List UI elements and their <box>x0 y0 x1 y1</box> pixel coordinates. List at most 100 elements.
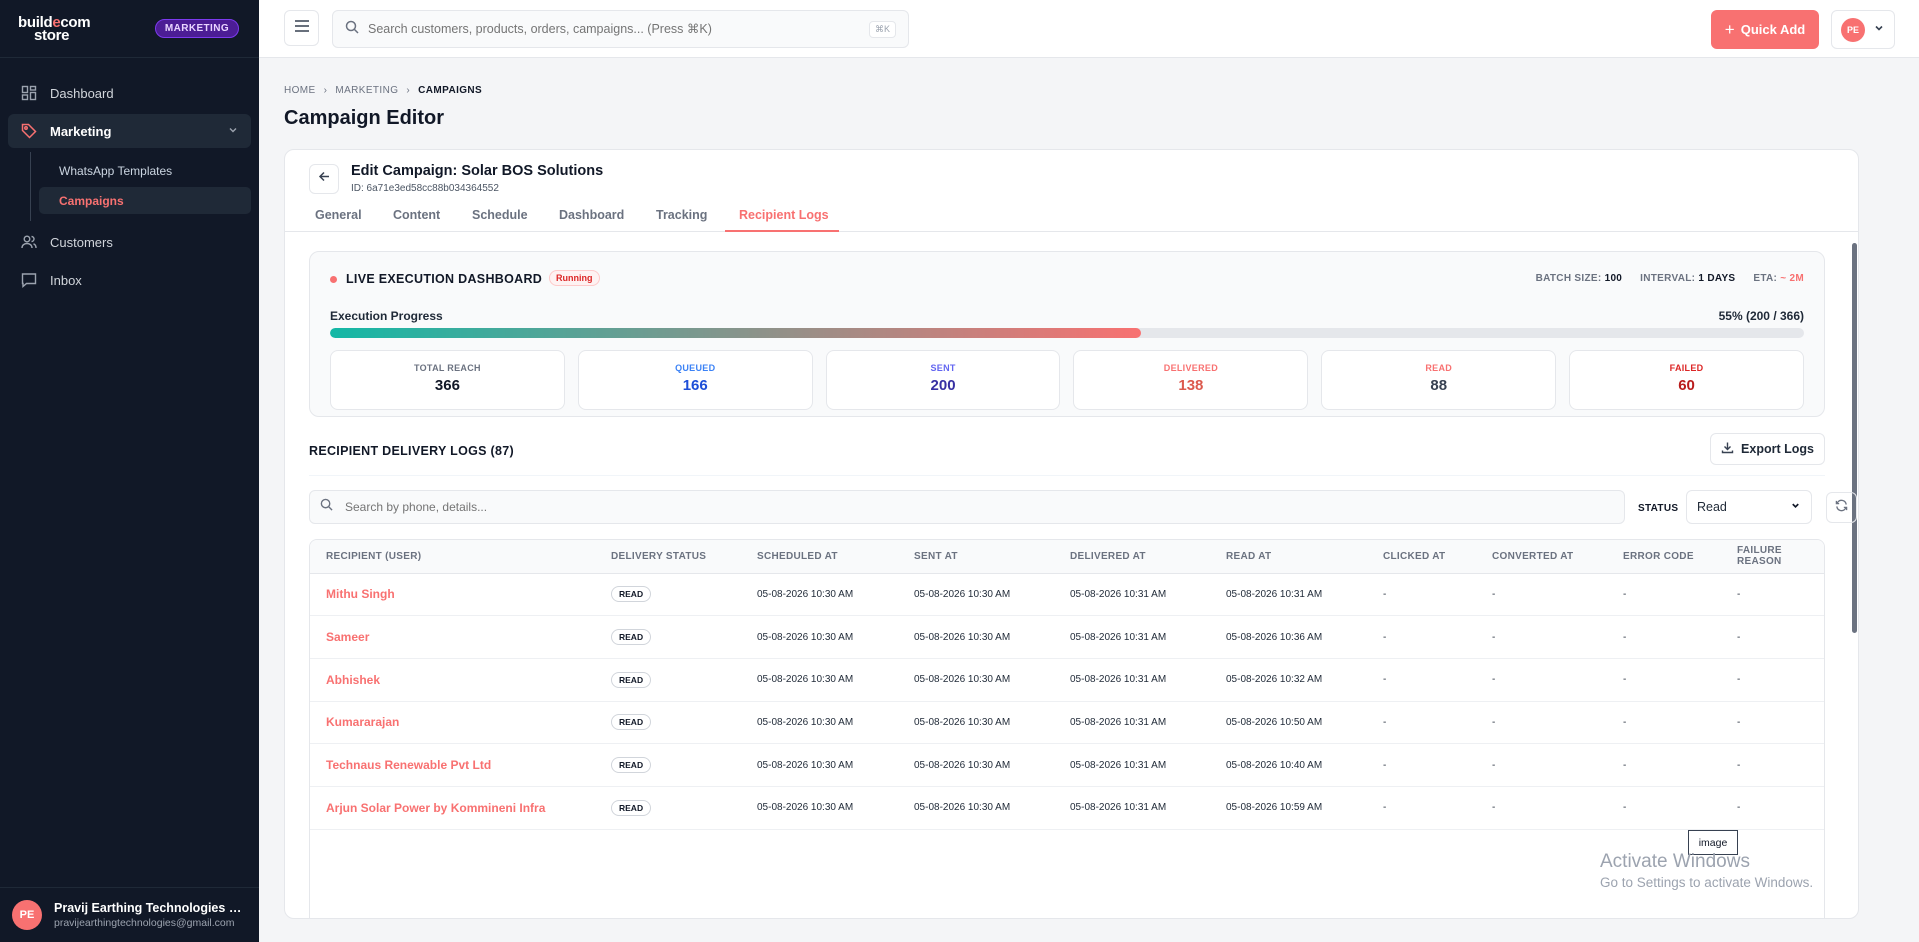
error-cell: - <box>1607 743 1721 787</box>
read-cell: 05-08-2026 10:59 AM <box>1210 786 1367 830</box>
avatar: PE <box>12 900 42 930</box>
column-header: SCHEDULED AT <box>741 540 898 574</box>
table-row[interactable]: Sameer READ 05-08-2026 10:30 AM 05-08-2026 … <box>310 615 1824 659</box>
column-header: DELIVERY STATUS <box>595 540 741 574</box>
clicked-cell: - <box>1367 786 1476 830</box>
converted-cell: - <box>1476 701 1607 745</box>
avatar: PE <box>1841 17 1865 42</box>
quick-add-button[interactable]: + Quick Add <box>1711 10 1819 49</box>
sidebar-subitem-campaigns[interactable]: Campaigns <box>39 187 251 214</box>
converted-cell: - <box>1476 658 1607 702</box>
sidebar-item-customers[interactable]: Customers <box>8 225 251 259</box>
export-logs-button[interactable]: Export Logs <box>1710 433 1825 465</box>
sidebar-subitem-whatsapp-templates[interactable]: WhatsApp Templates <box>59 163 173 178</box>
message-icon <box>20 271 38 289</box>
recipient-name-link[interactable]: Abhishek <box>310 658 595 702</box>
sidebar-item-dashboard[interactable]: Dashboard <box>8 76 251 110</box>
progress-bar-fill <box>330 328 1141 338</box>
logo[interactable]: buildecom store <box>18 13 91 44</box>
status-filter-select[interactable]: Read <box>1686 490 1812 524</box>
delivery-status-cell: READ <box>595 615 741 659</box>
tab-schedule[interactable]: Schedule <box>472 208 528 222</box>
progress-value: 55% (200 / 366) <box>1718 309 1804 323</box>
breadcrumb: HOME › MARKETING › CAMPAIGNS <box>284 85 482 96</box>
live-execution-dashboard: LIVE EXECUTION DASHBOARD Running BATCH S… <box>309 251 1825 417</box>
topbar: ⌘K + Quick Add PE <box>259 0 1919 58</box>
stats-row: TOTAL REACH 366 QUEUED 166 SENT 200 DELI… <box>330 350 1804 410</box>
recipient-name-link[interactable]: Technaus Renewable Pvt Ltd <box>310 743 595 787</box>
sent-cell: 05-08-2026 10:30 AM <box>898 615 1054 659</box>
search-icon <box>320 498 333 516</box>
scheduled-cell: 05-08-2026 10:30 AM <box>741 743 898 787</box>
users-icon <box>20 233 38 251</box>
table-row[interactable]: Technaus Renewable Pvt Ltd READ 05-08-2026… <box>310 743 1824 787</box>
scheduled-cell: 05-08-2026 10:30 AM <box>741 786 898 830</box>
table-row[interactable]: Abhishek READ 05-08-2026 10:30 AM 05-08-202… <box>310 658 1824 702</box>
status-badge: READ <box>611 586 652 603</box>
section-badge: MARKETING <box>154 19 239 38</box>
sidebar-nav: Dashboard Marketing WhatsApp Templates C… <box>0 58 259 297</box>
global-search-input[interactable] <box>368 22 869 36</box>
scheduled-cell: 05-08-2026 10:30 AM <box>741 658 898 702</box>
sidebar-item-marketing[interactable]: Marketing <box>8 114 251 148</box>
scheduled-cell: 05-08-2026 10:30 AM <box>741 701 898 745</box>
sidebar: buildecom store MARKETING Dashboard Mark… <box>0 0 259 942</box>
reason-cell: - <box>1721 615 1824 659</box>
stat-failed: FAILED 60 <box>1569 350 1804 410</box>
column-header: CONVERTED AT <box>1476 540 1607 574</box>
column-header: RECIPIENT (USER) <box>310 540 595 574</box>
tab-dashboard[interactable]: Dashboard <box>559 208 625 222</box>
live-indicator-dot <box>330 276 337 283</box>
read-cell: 05-08-2026 10:36 AM <box>1210 615 1367 659</box>
tab-general[interactable]: General <box>315 208 362 222</box>
tab-recipient-logs[interactable]: Recipient Logs <box>739 208 829 222</box>
column-header: READ AT <box>1210 540 1367 574</box>
stat-queued: QUEUED 166 <box>577 350 813 410</box>
scrollbar-thumb[interactable] <box>1852 243 1857 633</box>
profile-menu-button[interactable]: PE <box>1831 10 1895 49</box>
recipient-name-link[interactable]: Mithu Singh <box>310 573 595 617</box>
user-name: Pravij Earthing Technologies Pr... <box>54 901 247 915</box>
user-profile[interactable]: PE Pravij Earthing Technologies Pr... pr… <box>0 887 259 942</box>
clicked-cell: - <box>1367 743 1476 787</box>
live-dashboard-title: LIVE EXECUTION DASHBOARD <box>346 272 543 286</box>
tab-tracking[interactable]: Tracking <box>656 208 708 222</box>
delivered-cell: 05-08-2026 10:31 AM <box>1054 701 1210 745</box>
error-cell: - <box>1607 615 1721 659</box>
progress-bar <box>330 328 1804 338</box>
global-search[interactable]: ⌘K <box>332 10 909 48</box>
sidebar-item-inbox[interactable]: Inbox <box>8 263 251 297</box>
reason-cell: - <box>1721 658 1824 702</box>
converted-cell: - <box>1476 743 1607 787</box>
arrow-left-icon <box>318 170 331 188</box>
logs-search[interactable] <box>309 490 1625 524</box>
table-row[interactable]: Kumararajan READ 05-08-2026 10:30 AM 05-08-… <box>310 701 1824 745</box>
breadcrumb-marketing[interactable]: MARKETING <box>335 85 399 96</box>
sidebar-item-label: Marketing <box>50 123 112 139</box>
tag-icon <box>20 122 38 140</box>
reason-cell: - <box>1721 786 1824 830</box>
scheduled-cell: 05-08-2026 10:30 AM <box>741 573 898 617</box>
table-row[interactable]: Mithu Singh READ 05-08-2026 10:30 AM 05-08-… <box>310 573 1824 617</box>
main-content: HOME › MARKETING › CAMPAIGNS Campaign Ed… <box>259 58 1919 942</box>
reason-cell: - <box>1721 573 1824 617</box>
eta: ETA: ~ 2M <box>1753 273 1804 284</box>
refresh-button[interactable] <box>1826 492 1857 523</box>
delivery-status-cell: READ <box>595 743 741 787</box>
recipient-name-link[interactable]: Arjun Solar Power by Kommineni Infra <box>310 786 595 830</box>
error-cell: - <box>1607 658 1721 702</box>
menu-toggle-button[interactable] <box>284 10 319 46</box>
stat-total-reach: TOTAL REACH 366 <box>330 350 565 410</box>
column-header: FAILURE REASON <box>1721 540 1824 574</box>
stat-sent: SENT 200 <box>825 350 1061 410</box>
recipient-name-link[interactable]: Sameer <box>310 615 595 659</box>
chevron-down-icon <box>227 124 239 139</box>
back-button[interactable] <box>309 164 339 194</box>
logs-search-input[interactable] <box>345 500 1614 514</box>
tab-content[interactable]: Content <box>393 208 441 222</box>
recipient-name-link[interactable]: Kumararajan <box>310 701 595 745</box>
read-cell: 05-08-2026 10:32 AM <box>1210 658 1367 702</box>
editor-tabs: General Content Schedule Dashboard Track… <box>285 198 1858 232</box>
table-row[interactable]: Arjun Solar Power by Kommineni Infra READ… <box>310 786 1824 830</box>
breadcrumb-home[interactable]: HOME <box>284 85 316 96</box>
